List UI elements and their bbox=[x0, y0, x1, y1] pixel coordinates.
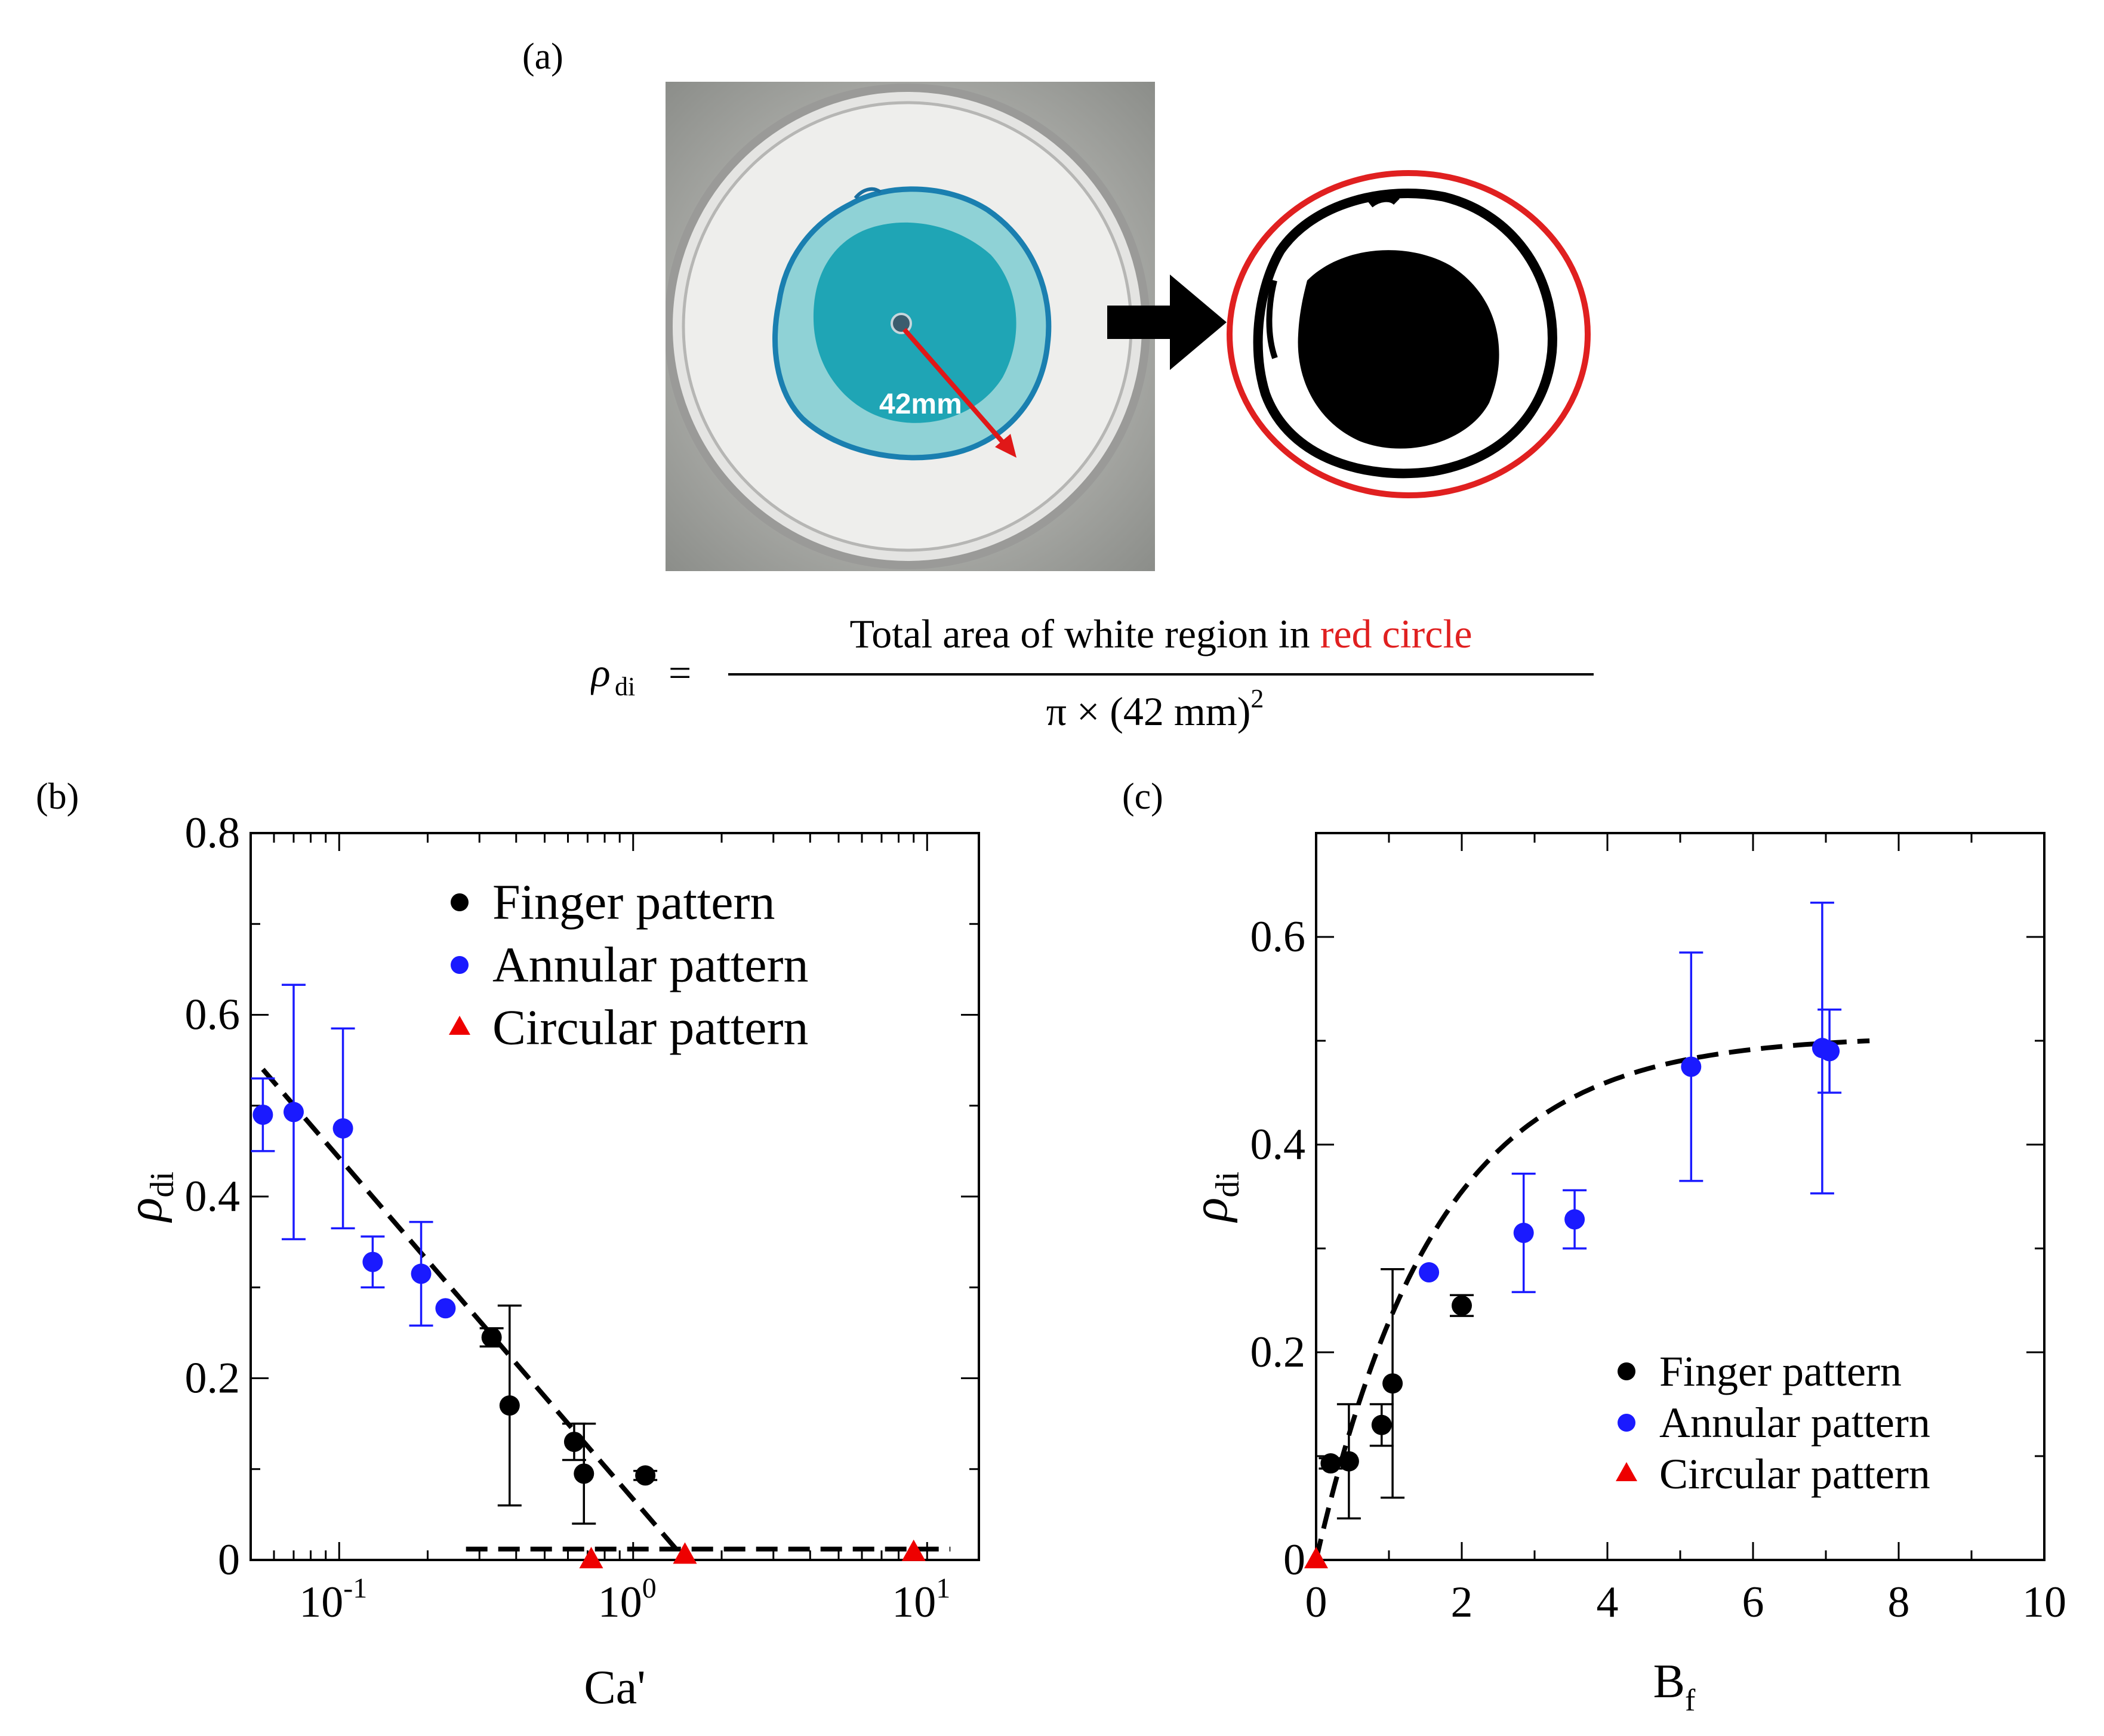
y-tick-label: 0 bbox=[1283, 1535, 1305, 1584]
right-arrow-icon bbox=[1107, 275, 1227, 370]
legend-label: Finger pattern bbox=[492, 875, 775, 930]
legend-marker bbox=[1618, 1414, 1635, 1432]
x-tick-label: 101 bbox=[892, 1572, 950, 1627]
data-point-finger bbox=[1382, 1373, 1403, 1394]
data-point-annular bbox=[1564, 1209, 1585, 1230]
data-point-annular bbox=[332, 1118, 353, 1139]
panel-b-label: (b) bbox=[36, 776, 79, 817]
formula-equals: = bbox=[669, 650, 691, 695]
x-tick-label: 100 bbox=[598, 1572, 657, 1627]
data-point-annular bbox=[1513, 1222, 1534, 1243]
data-point-annular bbox=[435, 1298, 456, 1319]
data-point-finger bbox=[1452, 1295, 1472, 1316]
y-axis-label: ρdi bbox=[1182, 1171, 1246, 1223]
legend-label: Circular pattern bbox=[1659, 1450, 1930, 1498]
formula-denominator: π × (42 mm)2 bbox=[1046, 684, 1264, 734]
x-axis-label: Ca' bbox=[584, 1661, 645, 1714]
y-tick-label: 0.8 bbox=[185, 809, 241, 858]
x-tick-label: 6 bbox=[1742, 1578, 1764, 1627]
legend-marker bbox=[451, 956, 469, 974]
legend-marker bbox=[451, 893, 469, 911]
data-point-annular bbox=[1819, 1041, 1840, 1062]
legend-marker bbox=[1618, 1362, 1635, 1380]
scale-label: 42mm bbox=[879, 388, 962, 420]
x-tick-label: 2 bbox=[1451, 1578, 1473, 1627]
data-point-annular bbox=[283, 1102, 304, 1123]
dye-pattern-photo: 42mm bbox=[666, 82, 1155, 571]
data-point-annular bbox=[1681, 1056, 1702, 1077]
fit-line bbox=[261, 1068, 678, 1551]
data-point-finger bbox=[481, 1327, 502, 1348]
data-point-circular bbox=[901, 1539, 926, 1561]
binarized-image bbox=[1227, 170, 1591, 498]
data-point-finger bbox=[635, 1465, 656, 1486]
y-tick-label: 0.4 bbox=[185, 1172, 241, 1221]
rho-formula: ρ di = Total area of white region in red… bbox=[591, 611, 1594, 734]
data-point-circular bbox=[579, 1547, 603, 1568]
legend-marker-circular bbox=[449, 1016, 470, 1035]
data-point-finger bbox=[574, 1463, 594, 1484]
data-point-finger bbox=[563, 1432, 584, 1453]
data-point-annular bbox=[1419, 1262, 1440, 1283]
panel-c-label: (c) bbox=[1122, 776, 1163, 817]
legend-marker-circular bbox=[1616, 1462, 1637, 1481]
y-tick-label: 0.6 bbox=[1250, 912, 1306, 961]
formula-rho: ρ bbox=[591, 650, 611, 695]
x-tick-label: 10-1 bbox=[299, 1572, 367, 1627]
x-tick-label: 10 bbox=[2022, 1578, 2066, 1627]
x-tick-label: 0 bbox=[1305, 1578, 1327, 1627]
y-tick-label: 0.6 bbox=[185, 991, 241, 1040]
y-tick-label: 0.2 bbox=[185, 1354, 241, 1403]
data-point-annular bbox=[362, 1251, 383, 1272]
y-tick-label: 0.2 bbox=[1250, 1328, 1306, 1377]
x-tick-label: 4 bbox=[1597, 1578, 1619, 1627]
legend-label: Annular pattern bbox=[1659, 1399, 1930, 1447]
chart-b: 0 0.2 0.4 0.6 0.8 10-1 100 101 Ca' ρdi Finger patt… bbox=[117, 809, 980, 1714]
formula-rho-subscript: di bbox=[615, 672, 635, 701]
y-axis-label: ρdi bbox=[117, 1171, 181, 1223]
legend-label: Annular pattern bbox=[492, 938, 808, 993]
formula-numerator: Total area of white region in red circle bbox=[849, 611, 1472, 656]
x-tick-label: 8 bbox=[1888, 1578, 1910, 1627]
fit-curve bbox=[1314, 1038, 1870, 1561]
chart-c: 0 0.2 0.4 0.6 0 2 4 6 8 10 Bf ρdi Finger patternAnnu… bbox=[1182, 832, 2066, 1718]
data-point-finger bbox=[1320, 1453, 1341, 1474]
panel-a-label: (a) bbox=[522, 36, 563, 77]
data-point-circular bbox=[1304, 1547, 1328, 1568]
dye-inner-core bbox=[813, 222, 1016, 423]
data-point-circular bbox=[673, 1542, 697, 1564]
data-point-finger bbox=[1371, 1414, 1392, 1435]
data-point-annular bbox=[411, 1263, 432, 1284]
y-tick-label: 0.4 bbox=[1250, 1120, 1306, 1169]
legend-label: Finger pattern bbox=[1659, 1348, 1902, 1395]
y-tick-label: 0 bbox=[218, 1535, 240, 1584]
data-point-finger bbox=[499, 1395, 520, 1416]
data-point-finger bbox=[1338, 1451, 1359, 1472]
data-point-annular bbox=[252, 1104, 273, 1125]
legend-label: Circular pattern bbox=[492, 1000, 808, 1056]
x-axis-label: Bf bbox=[1653, 1655, 1696, 1718]
